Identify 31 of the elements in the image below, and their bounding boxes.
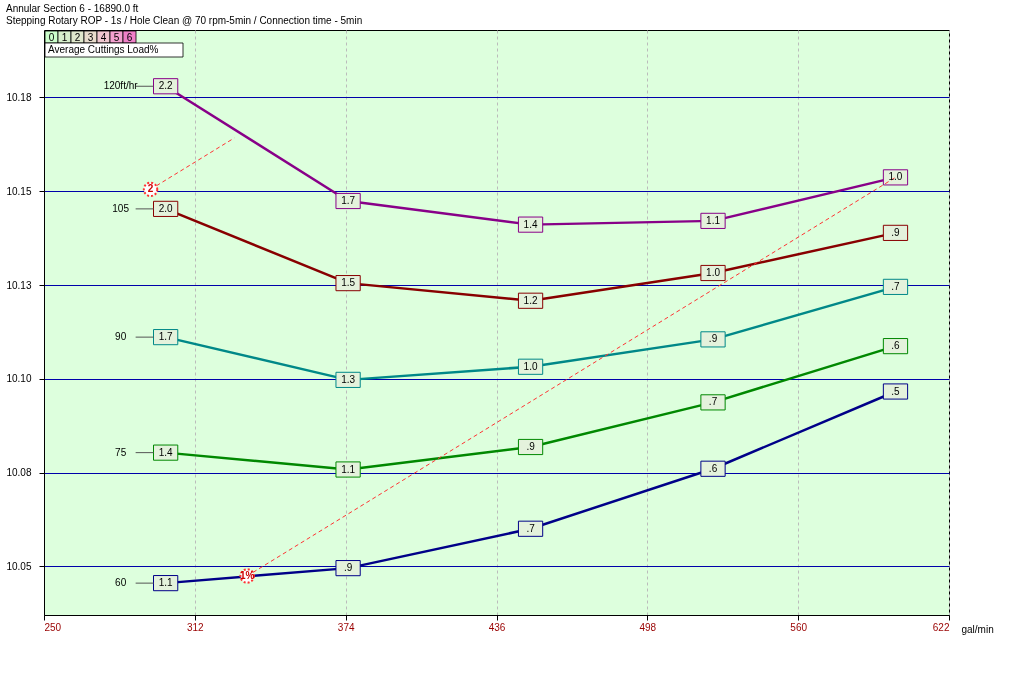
x-tick-label: 560 bbox=[790, 621, 808, 633]
y-tick-label: 10.13 bbox=[6, 279, 32, 291]
annotation: 3 bbox=[87, 31, 94, 43]
y-tick-label: 10.10 bbox=[6, 373, 32, 385]
annotation: 4 bbox=[100, 31, 107, 43]
annotation: 5 bbox=[113, 31, 120, 43]
x-tick-label: 250 bbox=[44, 621, 62, 633]
x-tick-label: 622 bbox=[932, 621, 950, 633]
chart-title: Annular Section 6 - 16890.0 ft bbox=[5, 3, 139, 14]
x-tick-label: 374 bbox=[337, 621, 355, 633]
text: 105 bbox=[112, 202, 130, 214]
chart-subtitle: Stepping Rotary ROP - 1s / Hole Clean @ 70 rpm-5min / Connection time - 5min bbox=[5, 15, 363, 26]
x-tick-label: 498 bbox=[639, 621, 657, 633]
annotation: 6 bbox=[126, 31, 133, 43]
x-tick-label: 436 bbox=[488, 621, 506, 633]
annotation: 2 bbox=[74, 31, 81, 43]
series-label: 120ft/hr bbox=[103, 80, 139, 92]
y-tick-label: 10.15 bbox=[6, 185, 32, 197]
text: 60 bbox=[115, 577, 127, 589]
y-tick-label: 10.08 bbox=[6, 467, 32, 478]
text: 75 bbox=[115, 446, 127, 458]
legend-title: Average Cuttings Load% bbox=[48, 44, 159, 55]
annotation: 1% bbox=[239, 570, 255, 581]
x-axis-title: gal/min bbox=[961, 623, 994, 635]
y-tick-label: 10.05 bbox=[6, 560, 32, 572]
annotation: 2 bbox=[147, 183, 154, 195]
annotation: 0 bbox=[48, 31, 55, 43]
y-tick-label: 10.18 bbox=[6, 92, 32, 103]
annotation: 1 bbox=[61, 31, 68, 43]
x-tick-label: 312 bbox=[186, 621, 205, 633]
text: 90 bbox=[115, 331, 127, 343]
